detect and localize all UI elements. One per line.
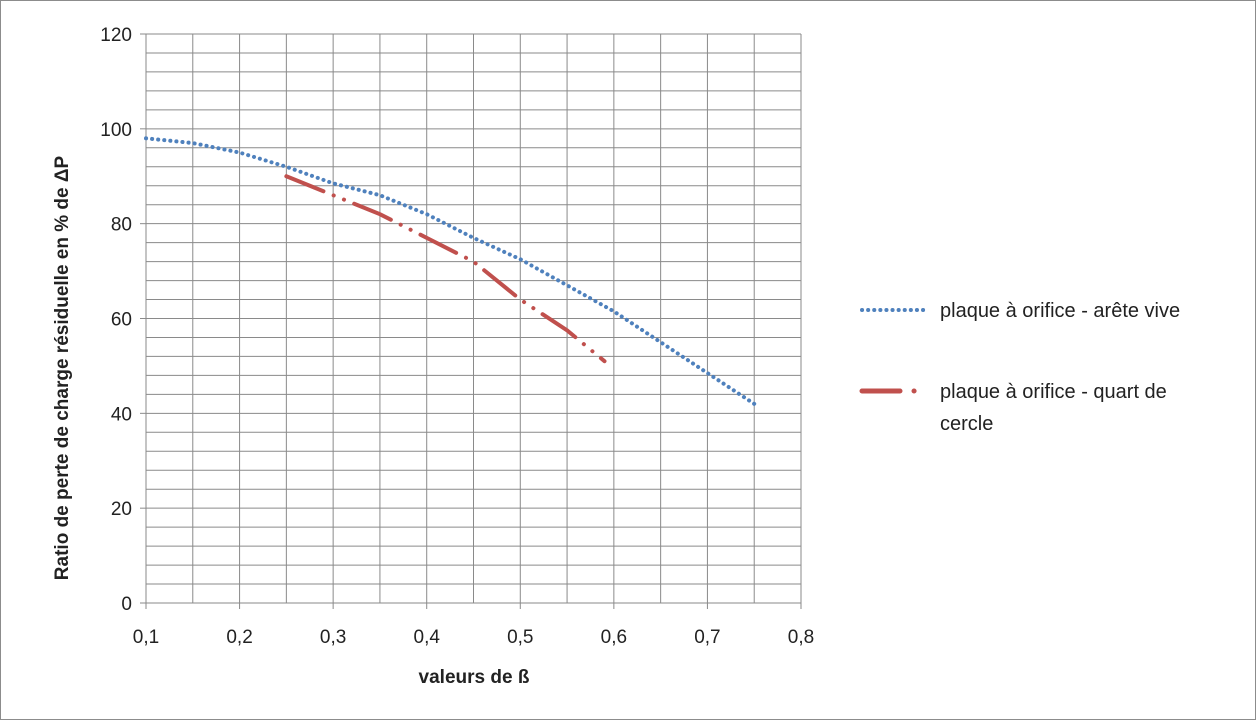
series-line-arete-vive <box>144 136 757 406</box>
plot-grid <box>140 33 802 609</box>
legend-label-arete-vive: plaque à orifice - arête vive <box>940 300 1180 322</box>
x-tick-label: 0,2 <box>226 627 252 648</box>
x-tick-label: 0,3 <box>320 627 346 648</box>
y-tick-label: 20 <box>111 499 132 520</box>
x-axis-title: valeurs de ß <box>419 667 530 688</box>
y-tick-label: 120 <box>100 25 132 46</box>
x-tick-label: 0,5 <box>507 627 533 648</box>
y-axis-tick-labels: 0 20 40 60 80 100 120 <box>100 25 132 615</box>
data-series <box>144 136 757 406</box>
y-axis-title: Ratio de perte de charge résiduelle en %… <box>52 155 73 580</box>
legend: plaque à orifice - arête vive plaque à o… <box>859 300 1180 435</box>
x-tick-label: 0,6 <box>601 627 627 648</box>
series-line-quart-de-cercle <box>284 174 607 364</box>
x-tick-label: 0,4 <box>414 627 441 648</box>
y-tick-label: 100 <box>100 120 132 141</box>
y-tick-label: 60 <box>111 310 132 331</box>
x-axis-tick-labels: 0,1 0,2 0,3 0,4 0,5 0,6 0,7 0,8 <box>133 627 814 648</box>
y-tick-label: 40 <box>111 404 132 425</box>
y-tick-label: 80 <box>111 215 132 236</box>
x-tick-label: 0,1 <box>133 627 159 648</box>
legend-label-quart-de-cercle: plaque à orifice - quart de cercle <box>940 381 1167 435</box>
x-tick-label: 0,8 <box>788 627 814 648</box>
y-tick-label: 0 <box>121 594 132 615</box>
x-tick-label: 0,7 <box>694 627 720 648</box>
